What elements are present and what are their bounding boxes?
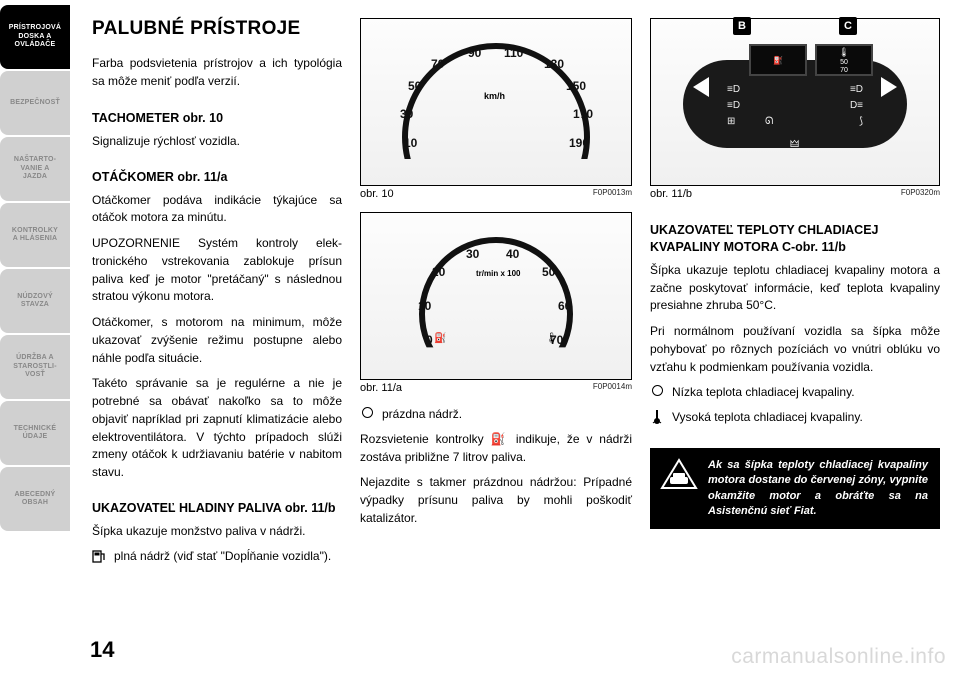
figure-11a-rpm: 010203040506070 tr/min x 100 ⛽ 🌡 [360, 212, 632, 380]
heading-tachometer: TACHOMETER obr. 10 [92, 110, 342, 127]
rpm-tick: 20 [432, 265, 445, 279]
figure-11b-cluster: B C ⛽ 🌡 50 70 ≡D ≡D ⊞ [650, 18, 940, 186]
line-high-temp: Vysoká teplota chladiacej kvapaliny. [650, 409, 940, 427]
instrument-cluster: ⛽ 🌡 50 70 ≡D ≡D ⊞ ᘏ 🜲 ≡D D≡ ⟆ [665, 32, 925, 172]
speedo-tick: 170 [573, 107, 593, 121]
sidebar-tab-0[interactable]: PRÍSTROJOVÁDOSKA AOVLÁDAČE [0, 5, 70, 69]
sidebar-tab-1[interactable]: BEZPEČNOSŤ [0, 71, 70, 135]
speedo-tick: 10 [404, 136, 417, 150]
pump-icon [92, 548, 106, 563]
text-empty-tank: prázdna nádrž. [382, 406, 632, 424]
line-empty-tank: prázdna nádrž. [360, 406, 632, 424]
wiper-icon: ⟆ [859, 116, 863, 127]
therm-icon: 🌡 [838, 47, 849, 58]
warning-text: Ak sa šípka teploty chladiacej kvapaliny… [708, 458, 928, 520]
figure-10-caption: obr. 10 F0P0013m [360, 188, 632, 200]
therm-icon [650, 409, 664, 424]
paragraph-fuel-warn: Nejazdite s takmer prázdnou nádržou: Prí… [360, 474, 632, 527]
paragraph-rpm-2: UPOZORNENIE Systém kontroly elek­tronick… [92, 235, 342, 306]
temp-icon: 🌡 [545, 333, 558, 344]
figure-11a-caption: obr. 11/a F0P0014m [360, 382, 632, 394]
sidebar-tab-4[interactable]: NÚDZOVÝSTAVZA [0, 269, 70, 333]
battery-icon: ⊞ [727, 116, 735, 127]
speedo-tick: 150 [566, 79, 586, 93]
page-number: 14 [90, 637, 114, 663]
rearfog-icon: D≡ [850, 100, 863, 111]
fig11a-label: obr. 11/a [360, 382, 402, 394]
speedo-tick: 190 [569, 136, 589, 150]
fig11b-code: F0P0320m [901, 188, 940, 200]
sidebar-tab-5[interactable]: ÚDRŽBA ASTAROSTLI-VOSŤ [0, 335, 70, 399]
pump-icon: ⛽ [773, 56, 783, 65]
lowbeam-icon: ≡D [727, 100, 740, 111]
sidebar-tab-7[interactable]: ABECEDNÝOBSAH [0, 467, 70, 531]
left-turn-icon [693, 77, 709, 97]
figure-10-speedometer: 10 30 50 70 90 110 130150 170 190 km/h [360, 18, 632, 186]
page-content: PALUBNÉ PRÍSTROJE Farba podsvietenia prí… [70, 0, 960, 677]
speedo-tick: 110 [504, 46, 523, 60]
rpm-tick: 40 [506, 247, 519, 261]
line-low-temp: Nízka teplota chladiacej kvapaliny. [650, 384, 940, 402]
fuel-gauge: ⛽ [749, 44, 807, 76]
rpm-tick: 0 [426, 333, 433, 347]
sidebar-tab-3[interactable]: KONTROLKYA HLÁSENIA [0, 203, 70, 267]
column-right: B C ⛽ 🌡 50 70 ≡D ≡D ⊞ [650, 18, 940, 659]
speedo-tick: 50 [408, 79, 421, 93]
fig10-code: F0P0013m [593, 188, 632, 200]
temp-gauge: 🌡 50 70 [815, 44, 873, 76]
paragraph-tacho: Signalizuje rýchlosť vozidla. [92, 133, 342, 151]
fig11b-label: obr. 11/b [650, 188, 692, 200]
rpm-unit: tr/min x 100 [476, 269, 520, 278]
oil-icon: ⛽ [434, 333, 446, 344]
speedo-unit: km/h [484, 91, 505, 101]
speedo-tick: 70 [431, 57, 444, 71]
rpm-tick: 10 [418, 299, 431, 313]
paragraph-fuel-light: Rozsvietenie kontrolky ⛽ indikuje, že v … [360, 431, 632, 467]
paragraph-rpm-3: Otáčkomer, s motorom na minimum, mô­že u… [92, 314, 342, 367]
column-left: PALUBNÉ PRÍSTROJE Farba podsvietenia prí… [92, 18, 360, 659]
sidebar-tab-6[interactable]: TECHNICKÉÚDAJE [0, 401, 70, 465]
heading-rpm: OTÁČKOMER obr. 11/a [92, 169, 342, 186]
sidebar-nav: PRÍSTROJOVÁDOSKA AOVLÁDAČEBEZPEČNOSŤNAŠT… [0, 0, 70, 677]
rpm-tick: 50 [542, 265, 555, 279]
rpm-tick: 30 [466, 247, 479, 261]
paragraph-fuel-1: Šípka ukazuje monžstvo paliva v nádrži. [92, 523, 342, 541]
circle-icon [650, 384, 664, 396]
paragraph-rpm-1: Otáčkomer podáva indikácie týkajúce sa o… [92, 192, 342, 228]
paragraph-lead: Farba podsvietenia prístrojov a ich typo… [92, 54, 342, 90]
speedo-tick: 130 [544, 57, 564, 71]
highbeam-icon: ≡D [727, 84, 740, 95]
column-mid: 10 30 50 70 90 110 130150 170 190 km/h obr. 10 F… [360, 18, 650, 659]
heading-fuel: UKAZOVATEĽ HLADINY PALIVA obr. 11/b [92, 500, 342, 517]
circle-icon [360, 406, 374, 418]
text-high-temp: Vysoká teplota chladiacej kvapaliny. [672, 409, 940, 427]
fig11a-code: F0P0014m [593, 382, 632, 394]
figure-11b-caption: obr. 11/b F0P0320m [650, 188, 940, 200]
fig10-label: obr. 10 [360, 188, 394, 200]
speedo-tick: 30 [400, 107, 413, 121]
text-full-tank: plná nádrž (viď stať "Dopĺňanie vo­zidla… [114, 548, 342, 566]
fog-icon: ≡D [850, 84, 863, 95]
seatbelt-icon: 🜲 [790, 132, 799, 153]
line-full-tank: plná nádrž (viď stať "Dopĺňanie vo­zidla… [92, 548, 342, 566]
speedo-labels: 10 30 50 70 90 110 130150 170 190 [386, 35, 606, 170]
sidebar-tab-2[interactable]: NAŠTARTO-VANIE AJAZDA [0, 137, 70, 201]
warning-car-icon [660, 458, 698, 492]
speedo-tick: 90 [468, 46, 481, 60]
paragraph-temp-1: Šípka ukazuje teplotu chladiacej kvapali… [650, 262, 940, 315]
heading-main: PALUBNÉ PRÍSTROJE [92, 18, 342, 40]
speedometer-dial: 10 30 50 70 90 110 130150 170 190 km/h [386, 35, 606, 170]
warning-box: Ak sa šípka teploty chladiacej kvapaliny… [650, 448, 940, 530]
right-turn-icon [881, 77, 897, 97]
text-low-temp: Nízka teplota chladiacej kvapaliny. [672, 384, 940, 402]
paragraph-rpm-4: Takéto správanie sa je regulérne a nie j… [92, 375, 342, 482]
rpm-dial: 010203040506070 tr/min x 100 ⛽ 🌡 [396, 229, 596, 364]
glowplug-icon: ᘏ [765, 116, 773, 127]
heading-temp: UKAZOVATEĽ TEPLOTY CHLADIACEJ KVAPALINY … [650, 222, 940, 256]
paragraph-temp-2: Pri normálnom používaní vozidla sa šípka… [650, 323, 940, 376]
rpm-tick: 60 [558, 299, 571, 313]
